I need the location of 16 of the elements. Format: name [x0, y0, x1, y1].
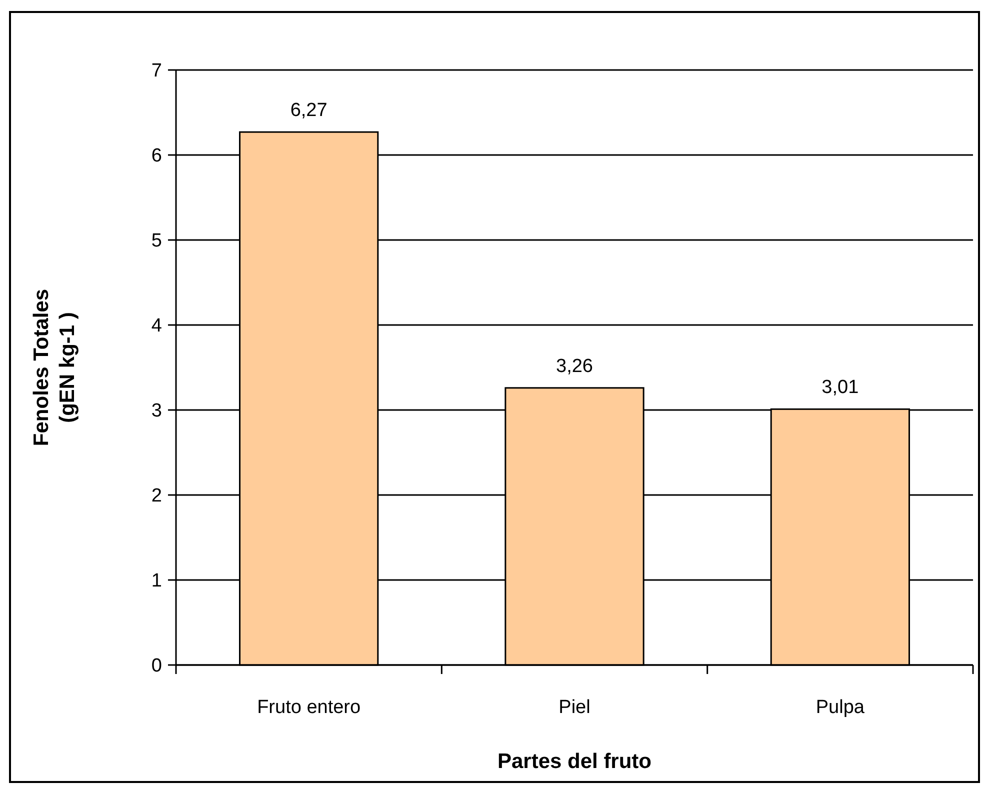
y-tick-label: 4	[151, 316, 162, 337]
x-tick-label: Piel	[558, 697, 590, 718]
y-tick-label: 5	[151, 230, 162, 252]
y-tick-label: 2	[151, 486, 162, 507]
y-axis-title: Fenoles Totales (gEN kg-1 )	[30, 288, 79, 446]
x-tick-label: Fruto entero	[257, 697, 361, 718]
data-label: 6,27	[290, 100, 328, 122]
x-axis-title: Partes del fruto	[497, 750, 652, 773]
y-tick-label: 3	[151, 400, 162, 422]
y-tick-label: 1	[151, 570, 162, 592]
y-tick-label: 0	[151, 656, 162, 677]
data-label: 3,01	[822, 377, 859, 398]
x-tick-label: Pulpa	[816, 697, 865, 718]
y-tick-label: 6	[151, 146, 162, 167]
y-tick-label: 7	[151, 60, 162, 82]
data-label: 3,26	[556, 356, 593, 377]
